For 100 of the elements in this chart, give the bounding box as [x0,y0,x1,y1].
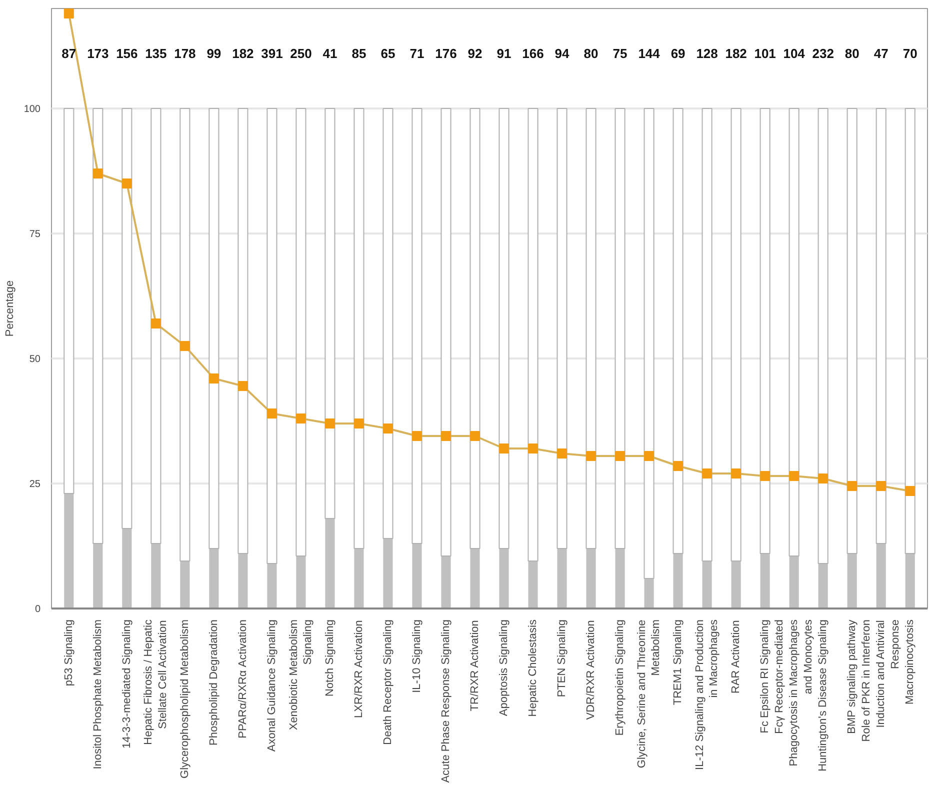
point [266,408,277,418]
point [238,381,248,391]
point [818,474,828,484]
bar [412,108,422,544]
point [382,424,393,434]
y-tick-label: 75 [29,229,41,240]
bar [702,561,712,608]
bar [325,518,335,608]
bar [586,108,596,549]
bar [354,548,364,608]
bar [702,108,712,562]
x-tick-label: Death Receptor Signaling [382,619,394,745]
bar [644,108,654,579]
bar [904,108,916,554]
annotation: 250 [290,46,312,61]
point [324,418,335,428]
x-tick-label: Glycerophospholipid Metabolism [178,620,191,778]
x-tick-label: p53 Signaling [62,619,75,686]
bar [673,554,683,608]
annotation: 232 [812,46,834,61]
bar [441,556,451,608]
x-tick-label: PTEN Signaling [556,619,568,698]
bar [238,554,248,608]
bar [180,108,190,562]
point [412,431,422,441]
bar [818,564,828,608]
bar [64,108,74,494]
bar [470,108,480,549]
point [731,468,742,478]
x-tick-label: LXR/RXR Activation [352,620,365,718]
annotation: 92 [468,46,482,61]
bar [818,108,828,564]
y-tick-label: 100 [24,104,41,115]
x-tick-label: Inositol Phosphate Metabolism [92,619,104,770]
annotation: 85 [352,46,366,61]
annotation: 182 [725,46,747,61]
bar [238,108,248,554]
bar [847,554,857,608]
x-tick-label: Xenobiotic Metabolism Signaling [288,619,314,730]
point [789,471,800,481]
x-tick-label: 14-3-3-mediated Signaling [120,619,133,749]
bar [614,108,626,549]
x-tick-label: Apoptosis Signaling [498,619,510,716]
bar [498,108,510,549]
bar [528,108,538,562]
bar [905,554,915,608]
annotation: 41 [322,46,338,61]
point [673,461,684,471]
point [208,374,219,384]
annotation: 178 [174,46,196,61]
x-tick-label: Notch Signaling [324,619,336,697]
annotation: 91 [496,46,512,61]
point [92,168,103,178]
annotation: 80 [844,46,860,61]
x-tick-label: TR/RXR Activation [468,620,481,712]
annotation: 156 [116,46,138,61]
bar [672,108,684,554]
x-tick-label: RAR Activation [730,620,742,694]
x-tick-label: VDR/RXR Activation [585,620,598,720]
bar [267,564,277,608]
x-tick-label: Erythropoietin Signaling [614,619,626,736]
point [760,471,770,481]
x-tick-label: Hepatic Cholestasis [527,619,540,717]
bar [586,548,596,608]
annotation: 104 [783,46,806,61]
x-tick-label: Phospholipid Degradation [208,619,220,746]
annotation: 69 [670,46,686,61]
x-tick-label: BMP signaling pathway [846,619,858,734]
point [150,318,161,328]
bar [644,578,654,608]
x-tick-label: Huntington's Disease Signaling [817,619,830,772]
x-tick-label: Hepatic Fibrosis / Hepatic Stellate Cell Activation [142,619,170,745]
point [905,486,916,496]
annotation: 65 [380,46,396,61]
bar [122,108,132,529]
x-tick-label: Glycine, Serine and Threonine Metabolism [636,619,662,768]
x-tick-label: Acute Phase Response Signaling [440,619,452,783]
bar [789,556,799,608]
bar [760,554,770,608]
x-tick-label: Role of PKR in Interferon Induction and Antiviral Response [860,619,902,742]
y-tick-label: 0 [34,604,41,615]
y-tick-label: 50 [29,354,41,365]
point [847,481,858,491]
y-tick-label: 25 [29,479,41,490]
bar [382,108,394,539]
annotation: 176 [435,46,457,61]
x-tick-label: TREM1 Signaling [672,620,684,706]
x-tick-label: Macropinocytosis [904,619,916,704]
bar [412,544,422,608]
bar [846,108,858,554]
annotation: 135 [145,46,167,61]
bar [557,548,567,608]
bar [296,556,306,608]
annotation: 70 [902,46,918,61]
annotation: 101 [754,46,776,61]
bar [788,108,800,556]
point [354,418,364,428]
point [615,451,626,461]
x-tick-label: Fc Epsilon RI Signaling [759,619,772,734]
bar [354,108,364,549]
